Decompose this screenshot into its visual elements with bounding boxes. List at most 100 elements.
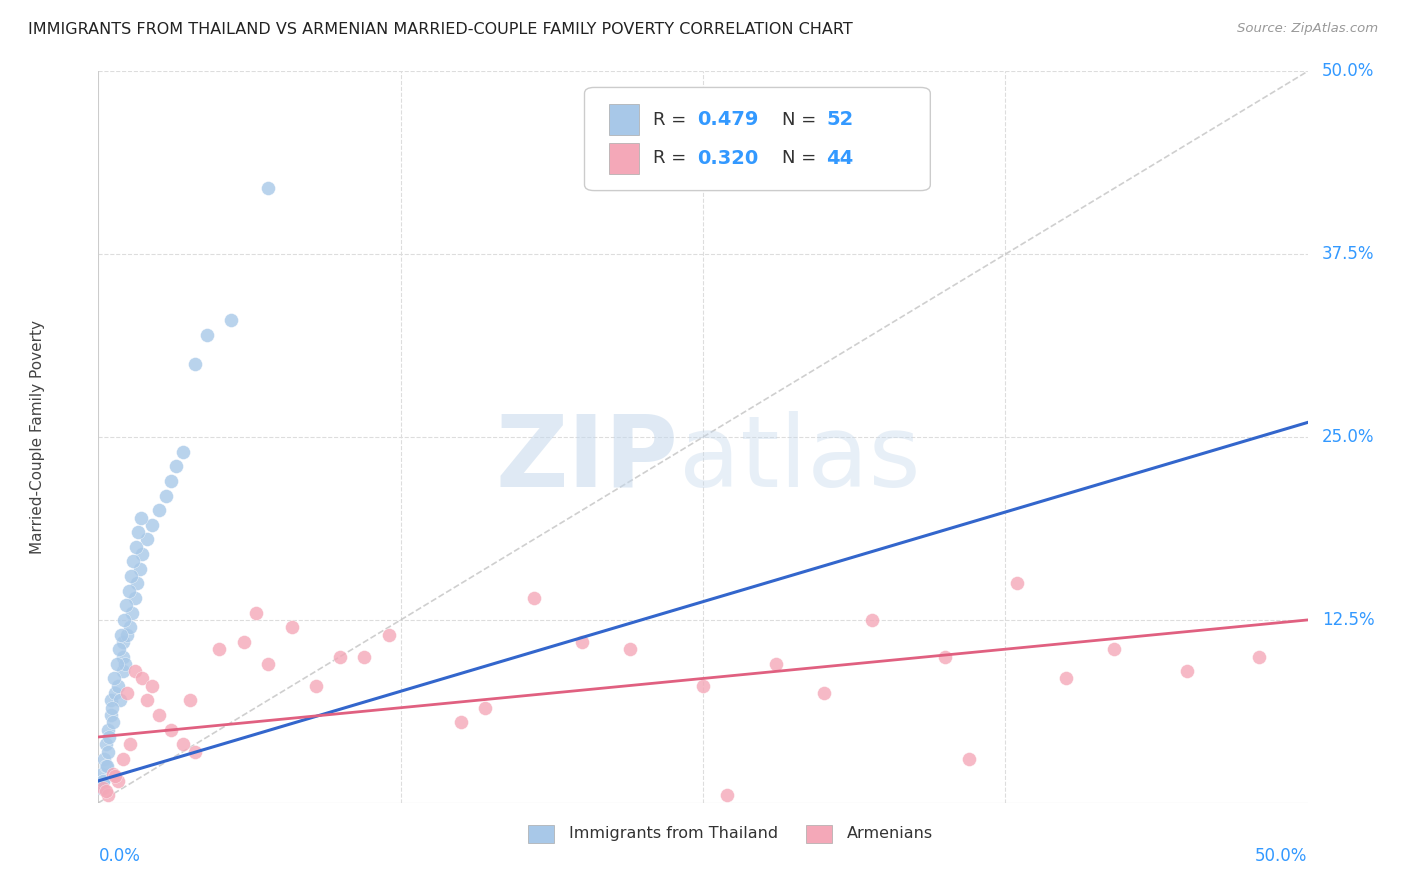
- Point: [112, 613, 135, 627]
- Point: [1175, 664, 1198, 678]
- Point: [934, 649, 956, 664]
- Point: [101, 715, 124, 730]
- Point: [100, 708, 122, 723]
- Point: [103, 672, 125, 686]
- Text: 0.0%: 0.0%: [98, 847, 141, 864]
- Point: [107, 773, 129, 788]
- Point: [281, 620, 304, 634]
- Point: [128, 562, 150, 576]
- Point: [765, 657, 787, 671]
- Text: 0.479: 0.479: [697, 110, 758, 129]
- Point: [94, 759, 117, 773]
- Point: [160, 723, 183, 737]
- Point: [120, 569, 142, 583]
- Point: [110, 627, 132, 641]
- Point: [124, 664, 146, 678]
- Point: [94, 737, 117, 751]
- Point: [118, 583, 141, 598]
- Text: atlas: atlas: [679, 410, 921, 508]
- Text: 50.0%: 50.0%: [1322, 62, 1375, 80]
- Point: [184, 745, 207, 759]
- Point: [121, 606, 143, 620]
- Point: [115, 599, 138, 613]
- Point: [91, 781, 114, 796]
- Point: [111, 752, 134, 766]
- Text: 52: 52: [827, 110, 853, 129]
- Point: [135, 693, 157, 707]
- Point: [523, 591, 546, 605]
- Point: [91, 766, 114, 780]
- Point: [118, 620, 141, 634]
- Text: Source: ZipAtlas.com: Source: ZipAtlas.com: [1237, 22, 1378, 36]
- FancyBboxPatch shape: [609, 104, 638, 135]
- Point: [100, 693, 122, 707]
- Point: [107, 679, 129, 693]
- Point: [148, 503, 170, 517]
- Point: [256, 181, 278, 195]
- Point: [117, 686, 139, 700]
- Point: [108, 642, 131, 657]
- Point: [97, 789, 120, 803]
- Point: [135, 533, 157, 547]
- Point: [957, 752, 980, 766]
- Point: [377, 627, 399, 641]
- Point: [141, 679, 163, 693]
- Point: [104, 769, 127, 783]
- Point: [111, 635, 134, 649]
- Point: [94, 784, 117, 798]
- Point: [93, 752, 115, 766]
- Text: Armenians: Armenians: [846, 826, 934, 841]
- Point: [97, 723, 120, 737]
- Text: IMMIGRANTS FROM THAILAND VS ARMENIAN MARRIED-COUPLE FAMILY POVERTY CORRELATION C: IMMIGRANTS FROM THAILAND VS ARMENIAN MAR…: [28, 22, 853, 37]
- Text: ZIP: ZIP: [496, 410, 679, 508]
- Point: [1007, 576, 1029, 591]
- Text: 12.5%: 12.5%: [1322, 611, 1375, 629]
- Point: [129, 510, 152, 524]
- FancyBboxPatch shape: [806, 825, 832, 843]
- Point: [131, 547, 153, 561]
- Point: [172, 444, 194, 458]
- Text: 25.0%: 25.0%: [1322, 428, 1375, 446]
- Point: [114, 657, 136, 671]
- Point: [111, 664, 134, 678]
- Point: [148, 708, 170, 723]
- Point: [117, 627, 139, 641]
- Text: Immigrants from Thailand: Immigrants from Thailand: [569, 826, 778, 841]
- Point: [305, 679, 328, 693]
- Point: [127, 525, 149, 540]
- Text: 44: 44: [827, 149, 853, 168]
- Text: 37.5%: 37.5%: [1322, 245, 1375, 263]
- Point: [124, 591, 146, 605]
- Point: [160, 474, 183, 488]
- Point: [105, 657, 128, 671]
- Point: [97, 745, 120, 759]
- Text: 50.0%: 50.0%: [1256, 847, 1308, 864]
- Text: 0.320: 0.320: [697, 149, 758, 168]
- Point: [104, 686, 127, 700]
- Point: [111, 649, 134, 664]
- Point: [256, 657, 278, 671]
- Point: [127, 576, 149, 591]
- Point: [125, 540, 148, 554]
- Point: [101, 766, 124, 780]
- Point: [208, 642, 231, 657]
- Point: [184, 357, 207, 371]
- Point: [172, 737, 194, 751]
- Point: [165, 459, 187, 474]
- Text: R =: R =: [654, 111, 692, 128]
- Point: [91, 773, 114, 788]
- Point: [1249, 649, 1271, 664]
- Point: [179, 693, 201, 707]
- Point: [118, 737, 141, 751]
- Point: [329, 649, 352, 664]
- Point: [91, 773, 114, 788]
- Point: [108, 693, 131, 707]
- Text: R =: R =: [654, 149, 692, 168]
- Point: [571, 635, 593, 649]
- FancyBboxPatch shape: [609, 143, 638, 174]
- Point: [155, 489, 177, 503]
- Point: [860, 613, 883, 627]
- Point: [245, 606, 267, 620]
- FancyBboxPatch shape: [527, 825, 554, 843]
- Point: [450, 715, 472, 730]
